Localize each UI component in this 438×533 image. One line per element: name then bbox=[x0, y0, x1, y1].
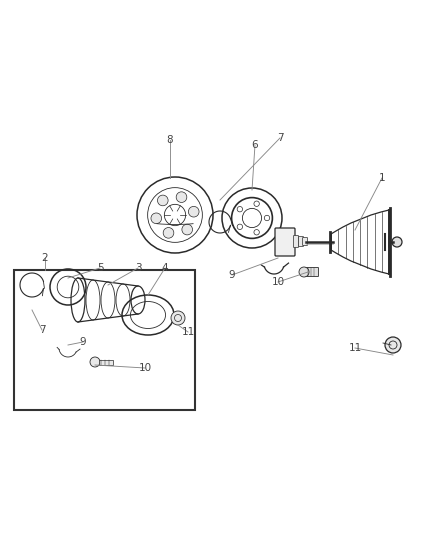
Text: 3: 3 bbox=[135, 263, 141, 273]
Circle shape bbox=[188, 206, 199, 217]
Circle shape bbox=[299, 267, 309, 277]
Text: 6: 6 bbox=[252, 140, 258, 150]
Circle shape bbox=[171, 311, 185, 325]
Circle shape bbox=[158, 195, 168, 206]
Text: 9: 9 bbox=[80, 337, 86, 347]
Text: 1: 1 bbox=[379, 173, 385, 183]
Text: 7: 7 bbox=[39, 325, 45, 335]
Text: 9: 9 bbox=[229, 270, 235, 280]
Bar bbox=[14, 270, 195, 410]
Circle shape bbox=[163, 228, 174, 238]
Text: 10: 10 bbox=[138, 363, 152, 373]
Text: 5: 5 bbox=[97, 263, 103, 273]
Text: 11: 11 bbox=[348, 343, 362, 353]
Text: 8: 8 bbox=[167, 135, 173, 145]
Circle shape bbox=[182, 224, 193, 235]
Circle shape bbox=[392, 237, 402, 247]
Circle shape bbox=[176, 192, 187, 203]
Text: 10: 10 bbox=[272, 277, 285, 287]
Bar bbox=[99, 359, 113, 365]
FancyBboxPatch shape bbox=[275, 228, 295, 256]
Text: 4: 4 bbox=[162, 263, 168, 273]
Circle shape bbox=[385, 337, 401, 353]
FancyBboxPatch shape bbox=[299, 237, 304, 246]
FancyBboxPatch shape bbox=[304, 268, 318, 277]
Text: 7: 7 bbox=[277, 133, 283, 143]
FancyBboxPatch shape bbox=[293, 236, 299, 247]
Circle shape bbox=[151, 213, 162, 224]
FancyBboxPatch shape bbox=[303, 238, 307, 246]
Circle shape bbox=[90, 357, 100, 367]
Text: 11: 11 bbox=[181, 327, 194, 337]
Text: 2: 2 bbox=[42, 253, 48, 263]
